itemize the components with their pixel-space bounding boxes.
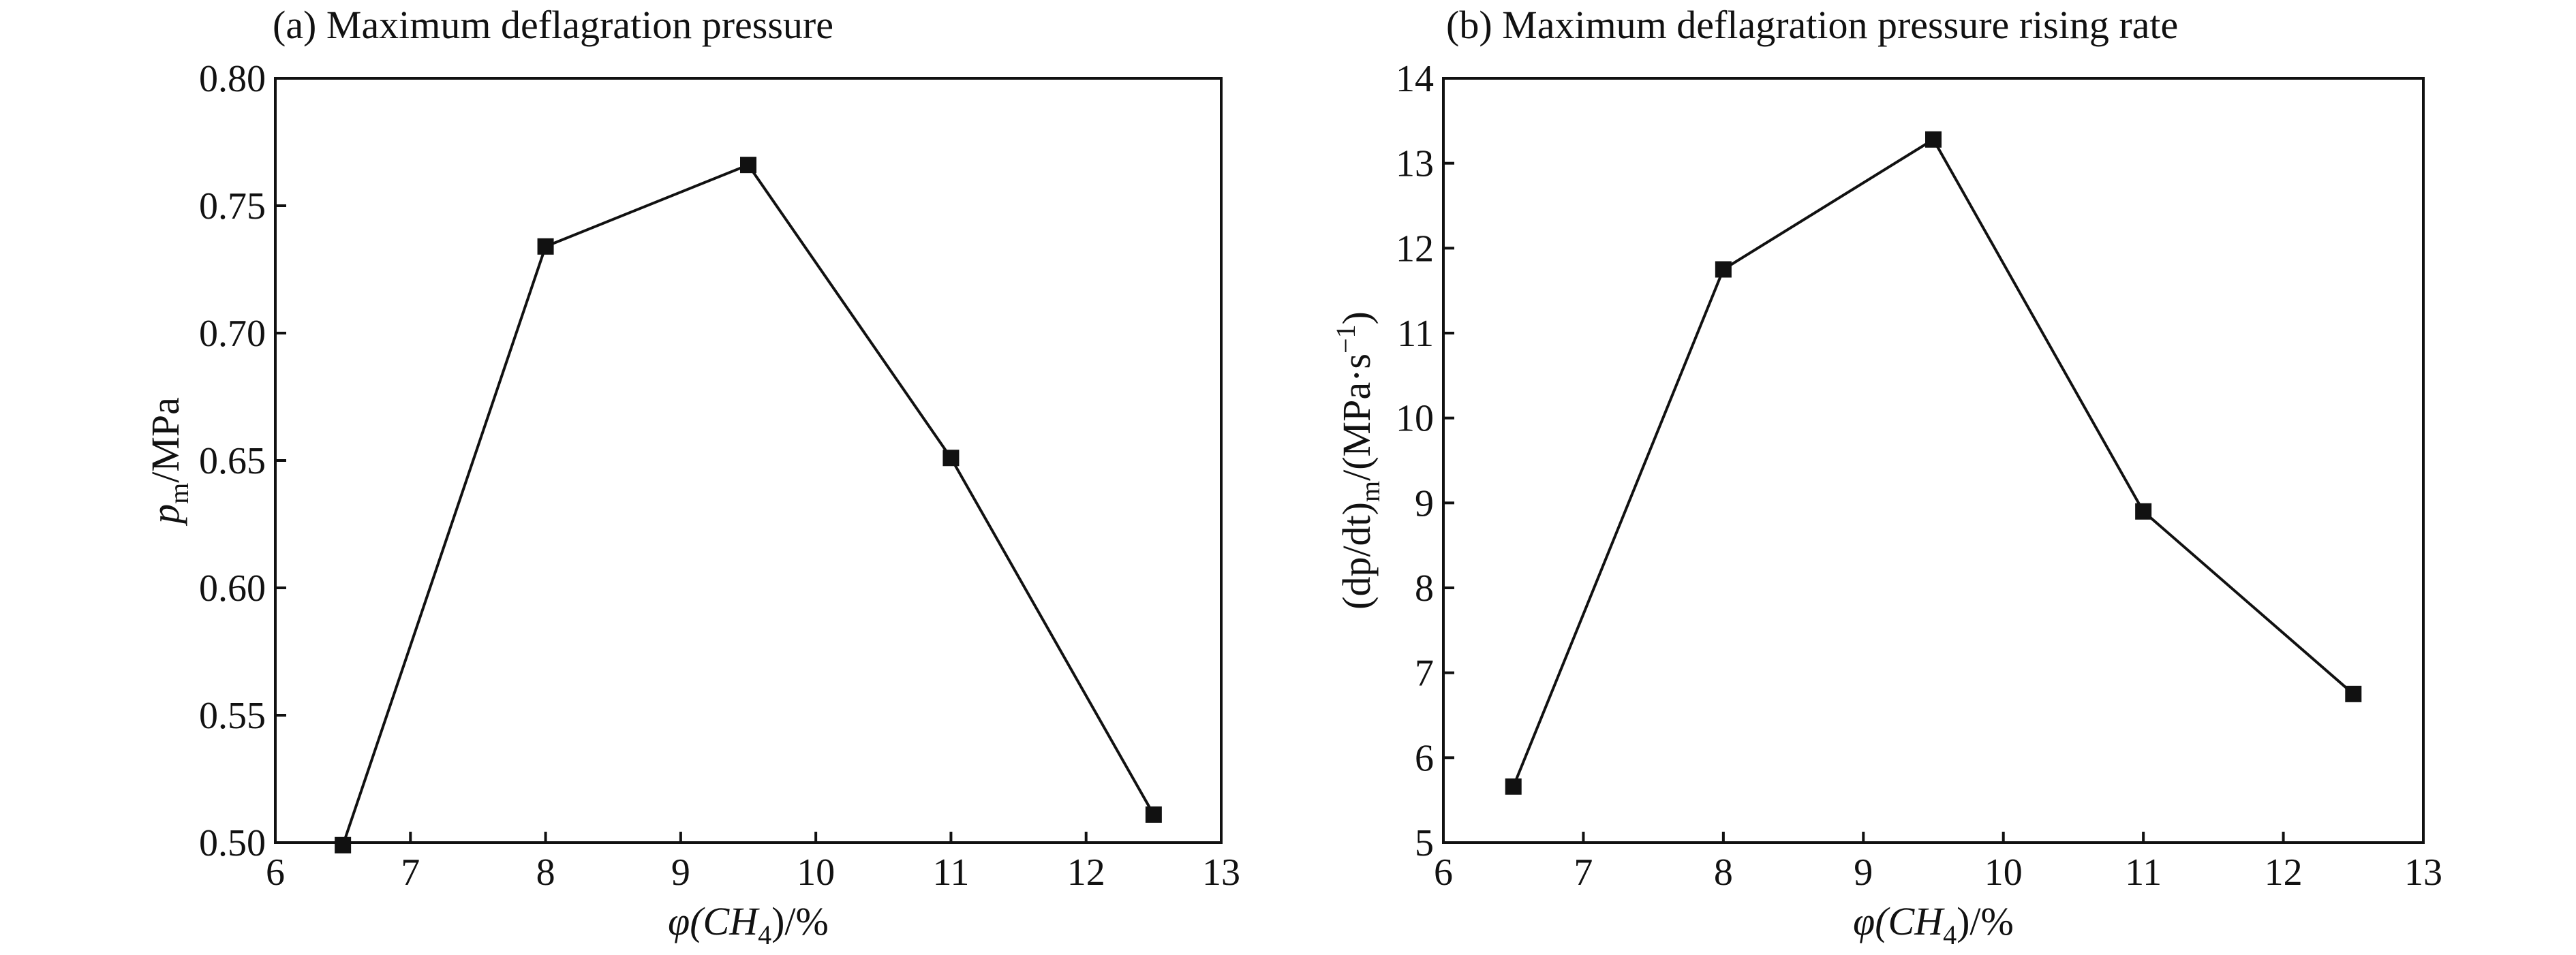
y-tick-label: 5 bbox=[1415, 822, 1434, 864]
y-tick-label: 9 bbox=[1415, 482, 1434, 525]
x-tick-label: 11 bbox=[932, 851, 969, 894]
data-point-marker bbox=[537, 238, 554, 255]
x-tick-label: 12 bbox=[1067, 851, 1105, 894]
data-point-marker bbox=[2135, 503, 2152, 520]
y-tick-label: 0.70 bbox=[199, 313, 266, 355]
data-point-marker bbox=[2345, 685, 2362, 702]
panel-a-x-axis-label: φ(CH4)/% bbox=[668, 899, 829, 950]
x-tick-label: 6 bbox=[266, 851, 285, 894]
panel-a-title: (a) Maximum deflagration pressure bbox=[273, 3, 833, 47]
y-tick-label: 0.50 bbox=[199, 822, 266, 864]
panel-b-y-axis-label: (dp/dt)m/(MPa·s−1) bbox=[1330, 311, 1385, 610]
y-tick-label: 0.80 bbox=[199, 58, 266, 100]
panel-b-series-line bbox=[1512, 137, 2355, 787]
panel-a-x-ticks: 6 7 8 9 10 11 12 13 bbox=[266, 832, 1240, 894]
y-tick-label: 6 bbox=[1415, 737, 1434, 779]
y-tick-label: 0.55 bbox=[199, 695, 266, 737]
data-point-marker bbox=[1715, 261, 1732, 278]
x-tick-label: 8 bbox=[536, 851, 555, 894]
y-tick-label: 13 bbox=[1396, 143, 1434, 185]
panel-a-y-axis-label: pm/MPa bbox=[143, 397, 194, 527]
y-tick-label: 11 bbox=[1397, 313, 1434, 355]
x-tick-label: 10 bbox=[797, 851, 835, 894]
panel-b-plot-frame bbox=[1442, 77, 2425, 844]
y-tick-label: 0.60 bbox=[199, 567, 266, 610]
data-point-marker bbox=[942, 450, 960, 467]
panel-b-markers bbox=[1505, 131, 2362, 795]
x-tick-label: 6 bbox=[1434, 851, 1453, 894]
y-tick-label: 0.65 bbox=[199, 440, 266, 482]
panel-b-y-ticks: 5 6 7 8 9 10 11 12 13 14 bbox=[1396, 58, 1454, 864]
x-tick-label: 11 bbox=[2125, 851, 2162, 894]
y-tick-label: 0.75 bbox=[199, 185, 266, 228]
data-point-marker bbox=[1505, 778, 1522, 795]
panel-b: (b) Maximum deflagration pressure rising… bbox=[1330, 3, 2442, 950]
x-tick-label: 8 bbox=[1714, 851, 1733, 894]
panel-a: (a) Maximum deflagration pressure 6 7 8 9 10… bbox=[143, 3, 1240, 950]
x-tick-label: 12 bbox=[2265, 851, 2303, 894]
panel-a-y-ticks: 0.50 0.55 0.60 0.65 0.70 0.75 0.80 bbox=[199, 58, 286, 864]
x-tick-label: 13 bbox=[1202, 851, 1240, 894]
panel-b-title: (b) Maximum deflagration pressure rising… bbox=[1446, 3, 2178, 47]
data-point-marker bbox=[1925, 131, 1942, 148]
y-tick-label: 7 bbox=[1415, 653, 1434, 695]
panel-b-x-axis-label: φ(CH4)/% bbox=[1853, 899, 2014, 950]
x-tick-label: 9 bbox=[1854, 851, 1873, 894]
x-tick-label: 9 bbox=[671, 851, 690, 894]
panel-a-series-line bbox=[341, 163, 1155, 846]
data-point-marker bbox=[740, 157, 756, 174]
x-tick-label: 10 bbox=[1984, 851, 2023, 894]
data-point-marker bbox=[1145, 806, 1162, 823]
x-tick-label: 7 bbox=[1574, 851, 1593, 894]
panel-a-plot-frame bbox=[274, 77, 1223, 844]
y-tick-label: 12 bbox=[1396, 228, 1434, 270]
y-tick-label: 10 bbox=[1396, 398, 1434, 440]
y-tick-label: 8 bbox=[1415, 567, 1434, 610]
panel-a-markers bbox=[335, 157, 1162, 854]
y-tick-label: 14 bbox=[1396, 58, 1434, 100]
data-point-marker bbox=[335, 836, 352, 854]
x-tick-label: 13 bbox=[2404, 851, 2442, 894]
x-tick-label: 7 bbox=[401, 851, 420, 894]
panel-b-x-ticks: 6 7 8 9 10 11 12 13 bbox=[1434, 832, 2442, 894]
